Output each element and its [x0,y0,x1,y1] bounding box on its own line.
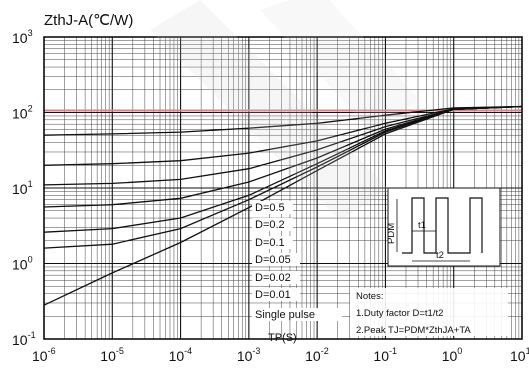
series-label: D=0.5 [255,202,285,214]
series-label-bg [252,218,293,231]
series-label: D=0.1 [255,237,285,249]
series-lines [43,105,523,306]
chart-title: ZthJ-A(℃/W) [44,12,133,29]
y-tick-label: 102 [12,104,33,122]
x-tick-exponent: 1 [526,346,529,356]
series-line-single-pulse [43,105,523,306]
series-label: D=0.02 [255,272,291,284]
series-label: D=0.05 [255,254,291,266]
y-tick-label: 100 [12,255,33,273]
x-tick-exponent: -4 [184,346,192,356]
series-label-bg [252,308,342,321]
y-tick-exponent: 2 [28,104,33,114]
y-tick-exponent: -1 [28,330,36,340]
series-label: Single pulse [255,309,315,321]
series-label-bg [252,271,300,284]
notes-background [350,288,508,336]
x-tick-exponent: -5 [116,346,124,356]
notes-line2: 2.Peak TJ=PDM*ZthJA+TA [356,325,471,336]
x-tick-exponent: -2 [321,346,329,356]
notes-heading: Notes: [356,291,383,302]
inset-background [387,187,501,267]
series-line-d-0-2 [43,105,523,166]
series-labels: D=0.5 D=0.2 D=0.1 D=0.05 D=0.02 D=0.01 Single … [252,201,342,321]
series-label-bg [252,201,293,214]
y-tick-label: 103 [12,28,33,46]
series-label-bg [252,253,300,266]
t2-label: t2 [436,250,444,261]
notes-box: Notes: 1.Duty factor D=t1/t2 2.Peak TJ=P… [350,288,508,336]
x-tick-label: 10-5 [100,346,124,364]
x-tick-label: 10-1 [373,346,397,364]
y-tick-label: 101 [12,179,33,197]
series-label-bg [252,288,300,301]
x-axis-label: TP(S) [268,332,297,344]
series-label: D=0.2 [255,219,285,231]
x-tick-exponent: -6 [48,346,56,356]
x-tick-label: 10-2 [305,346,329,364]
series-label: D=0.01 [255,289,291,301]
y-tick-exponent: 3 [28,28,33,38]
x-tick-label: 100 [442,346,463,364]
x-tick-exponent: -3 [252,346,260,356]
plot-frame [43,36,523,340]
t1-label: t1 [418,220,426,231]
x-tick-label: 101 [510,346,529,364]
x-tick-labels: 10-6 10-5 10-4 10-3 10-2 10-1 100 101 [32,346,529,364]
pdm-label: PDM [386,223,397,244]
y-tick-exponent: 1 [28,179,33,189]
series-line-d-0-5 [43,105,523,136]
x-tick-label: 10-3 [237,346,261,364]
x-tick-exponent: -1 [389,346,397,356]
x-tick-exponent: 0 [457,346,462,356]
pulse-diagram-inset: PDM t1 t2 [386,187,501,267]
series-label-bg [252,236,293,249]
x-tick-label: 10-4 [169,346,193,364]
notes-line1: 1.Duty factor D=t1/t2 [356,308,443,319]
y-tick-label: 10-1 [12,330,36,348]
pulse-waveform [402,197,483,254]
y-tick-exponent: 0 [28,255,33,265]
x-tick-label: 10-6 [32,346,56,364]
